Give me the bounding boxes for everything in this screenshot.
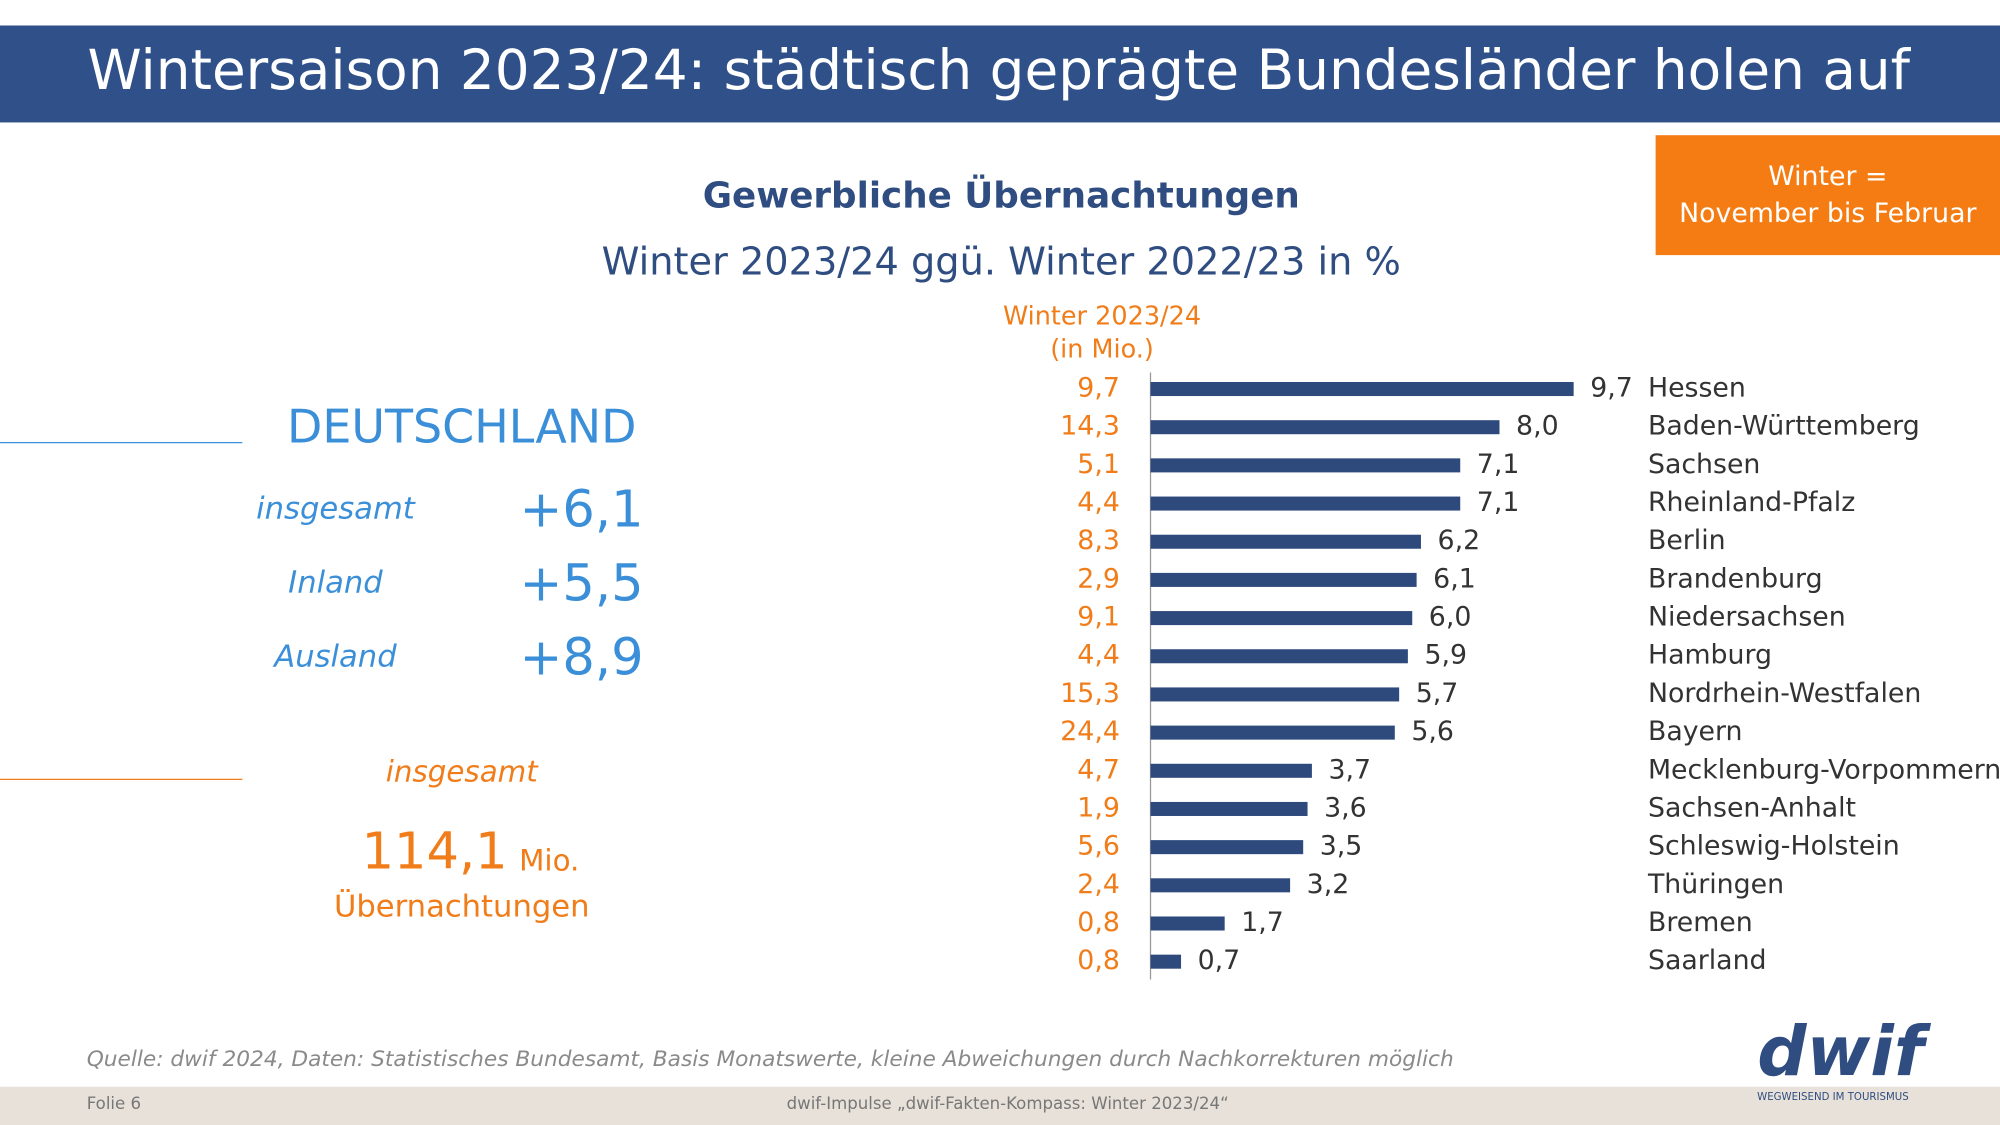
bar <box>1150 611 1413 626</box>
absolute-value: 9,7 <box>1077 373 1120 404</box>
value-label: 1,7 <box>1241 907 1284 938</box>
bar <box>1150 496 1461 511</box>
value-label: 7,1 <box>1477 487 1520 518</box>
footer-bar <box>0 1086 2000 1125</box>
category-label: Sachsen-Anhalt <box>1648 792 1856 823</box>
value-label: 5,6 <box>1411 716 1454 747</box>
value-label: 9,7 <box>1590 373 1633 404</box>
source: Quelle: dwif 2024, Daten: Statistisches … <box>87 1047 1454 1072</box>
summary-value: +8,9 <box>520 629 644 688</box>
summary-label: Ausland <box>272 640 397 675</box>
value-label: 0,7 <box>1198 945 1241 976</box>
header-title: Wintersaison 2023/24: städtisch geprägte… <box>87 38 1911 102</box>
slide-number: Folie 6 <box>87 1094 141 1113</box>
column-label: (in Mio.) <box>1050 335 1154 365</box>
category-label: Baden-Württemberg <box>1648 411 1920 442</box>
value-label: 6,2 <box>1438 525 1481 556</box>
bar <box>1150 725 1395 740</box>
category-label: Bremen <box>1648 907 1753 938</box>
absolute-value: 5,6 <box>1077 831 1120 862</box>
info-box <box>1655 135 2000 256</box>
column-label: Winter 2023/24 <box>1003 302 1201 332</box>
category-label: Thüringen <box>1647 869 1784 900</box>
bar <box>1150 801 1308 816</box>
bar <box>1150 649 1408 664</box>
value-label: 6,0 <box>1429 602 1472 633</box>
summary-value: +5,5 <box>520 555 644 614</box>
absolute-value: 0,8 <box>1077 945 1120 976</box>
header-bar <box>0 25 2000 123</box>
absolute-value: 14,3 <box>1060 411 1120 442</box>
category-label: Rheinland-Pfalz <box>1648 487 1855 518</box>
category-label: Saarland <box>1648 945 1767 976</box>
bar <box>1150 687 1400 702</box>
category-label: Nordrhein-Westfalen <box>1648 678 1921 709</box>
absolute-value: 4,4 <box>1077 640 1120 671</box>
bar <box>1150 878 1291 893</box>
logo-tagline: WEGWEISEND IM TOURISMUS <box>1757 1092 1909 1103</box>
bar <box>1150 840 1304 855</box>
bar <box>1150 420 1500 435</box>
value-label: 5,9 <box>1424 640 1467 671</box>
info-line: November bis Februar <box>1679 198 1976 229</box>
category-label: Hessen <box>1648 373 1746 404</box>
bar <box>1150 954 1182 969</box>
summary-label: Inland <box>288 566 383 601</box>
bar <box>1150 534 1421 549</box>
value-label: 5,7 <box>1416 678 1459 709</box>
total-caption: Übernachtungen <box>334 888 590 925</box>
value-label: 8,0 <box>1516 411 1559 442</box>
summary-value: +6,1 <box>520 481 644 540</box>
category-label: Berlin <box>1648 525 1726 556</box>
total-label: insgesamt <box>386 754 539 788</box>
category-label: Bayern <box>1648 716 1743 747</box>
value-label: 6,1 <box>1433 563 1476 594</box>
bar <box>1150 382 1574 397</box>
footer-center: dwif-Impulse „dwif-Fakten-Kompass: Winte… <box>787 1094 1229 1113</box>
category-label: Mecklenburg-Vorpommern <box>1648 754 2000 785</box>
bar <box>1150 572 1417 587</box>
chart-title: Gewerbliche Übernachtungen <box>703 175 1300 217</box>
category-label: Hamburg <box>1648 640 1772 671</box>
value-label: 3,5 <box>1320 831 1363 862</box>
absolute-value: 15,3 <box>1060 678 1120 709</box>
value-label: 3,7 <box>1328 754 1371 785</box>
absolute-value: 5,1 <box>1077 449 1120 480</box>
chart-subtitle: Winter 2023/24 ggü. Winter 2022/23 in % <box>602 240 1401 285</box>
category-label: Niedersachsen <box>1648 602 1846 633</box>
absolute-value: 1,9 <box>1077 792 1120 823</box>
summary-label: insgesamt <box>256 492 416 527</box>
absolute-value: 9,1 <box>1077 602 1120 633</box>
summary-title: DEUTSCHLAND <box>287 399 636 453</box>
category-label: Sachsen <box>1648 449 1760 480</box>
absolute-value: 2,4 <box>1077 869 1120 900</box>
absolute-value: 4,4 <box>1077 487 1120 518</box>
category-label: Schleswig-Holstein <box>1648 831 1900 862</box>
absolute-value: 4,7 <box>1077 754 1120 785</box>
category-label: Brandenburg <box>1648 563 1823 594</box>
absolute-value: 24,4 <box>1060 716 1120 747</box>
logo: dwif <box>1757 1012 1932 1092</box>
absolute-value: 0,8 <box>1077 907 1120 938</box>
value-label: 3,2 <box>1307 869 1350 900</box>
total-unit: Mio. <box>519 844 579 878</box>
value-label: 7,1 <box>1477 449 1520 480</box>
absolute-value: 2,9 <box>1077 563 1120 594</box>
bar <box>1150 763 1312 778</box>
value-label: 3,6 <box>1324 792 1367 823</box>
bar <box>1150 916 1225 931</box>
total-value: 114,1 <box>362 823 508 882</box>
absolute-value: 8,3 <box>1077 525 1120 556</box>
summary-rows: insgesamt +6,1 Inland +5,5 Ausland +8,9 <box>256 481 643 688</box>
info-line: Winter = <box>1768 161 1887 192</box>
bar <box>1150 458 1461 473</box>
